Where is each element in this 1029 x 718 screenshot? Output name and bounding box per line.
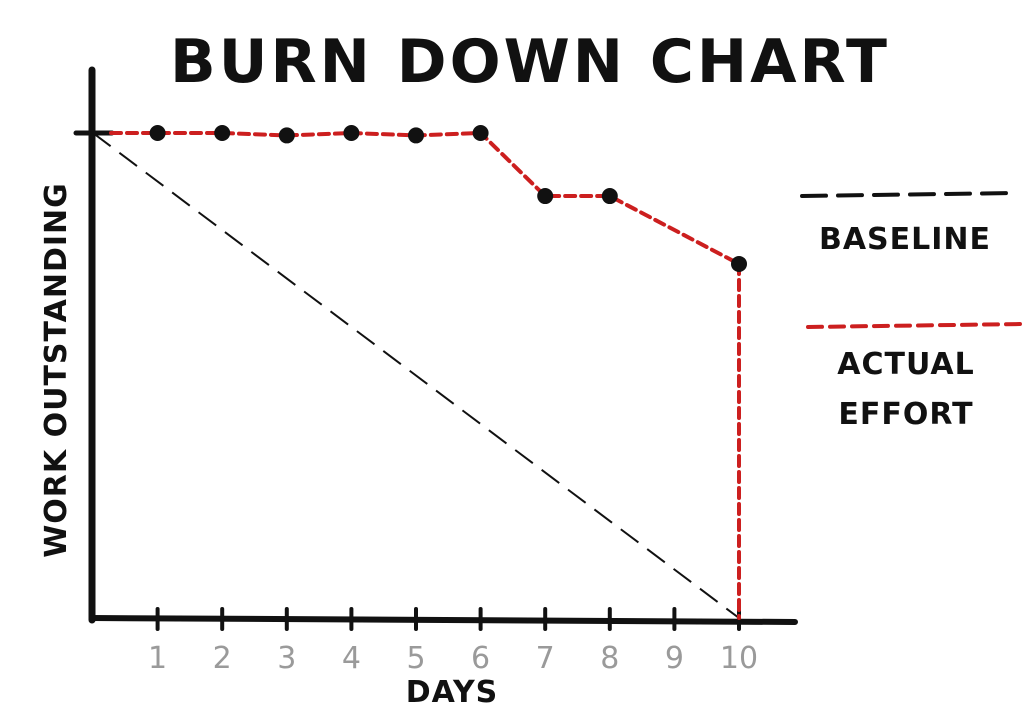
x-tick-label-5: 5	[406, 641, 425, 676]
actual-effort-point-day-7	[537, 188, 554, 205]
chart-title: BURN DOWN CHART	[170, 27, 890, 97]
y-axis-label: WORK OUTSTANDING	[39, 182, 74, 558]
x-tick-label-3: 3	[277, 641, 296, 676]
x-axis-ticks: 1 2 3 4 5 6 7 8 9 10	[148, 607, 758, 676]
legend: BASELINE ACTUAL EFFORT	[800, 191, 1024, 432]
actual-effort-point-day-10	[731, 255, 747, 272]
actual-effort-point-day-5	[408, 127, 424, 144]
actual-effort-line	[109, 130, 741, 266]
x-tick-label-2: 2	[213, 641, 232, 676]
x-tick-label-1: 1	[148, 641, 167, 676]
actual-effort-point-day-4	[343, 125, 360, 141]
legend-baseline-swatch	[800, 191, 1017, 198]
x-tick-label-6: 6	[471, 641, 490, 676]
series-layer	[92, 125, 747, 620]
actual-effort-point-day-8	[601, 188, 618, 205]
x-tick-label-9: 9	[665, 641, 684, 676]
legend-actual-label-line-1: ACTUAL	[837, 347, 974, 382]
axes	[73, 66, 798, 625]
legend-actual-swatch	[806, 322, 1024, 329]
actual-effort-point-day-2	[214, 125, 231, 141]
legend-actual-label-line-2: EFFORT	[838, 397, 973, 432]
baseline-line	[92, 132, 740, 619]
x-tick-label-4: 4	[342, 641, 361, 676]
x-tick-label-10: 10	[720, 641, 758, 676]
actual-effort-point-day-3	[278, 127, 295, 144]
x-axis-label: DAYS	[406, 675, 499, 710]
x-axis-line	[89, 615, 798, 625]
actual-effort-point-day-1	[149, 125, 166, 141]
legend-baseline-label: BASELINE	[819, 222, 991, 257]
actual-effort-point-day-6	[472, 125, 489, 141]
x-tick-label-7: 7	[536, 641, 555, 676]
x-tick-label-8: 8	[600, 641, 619, 676]
